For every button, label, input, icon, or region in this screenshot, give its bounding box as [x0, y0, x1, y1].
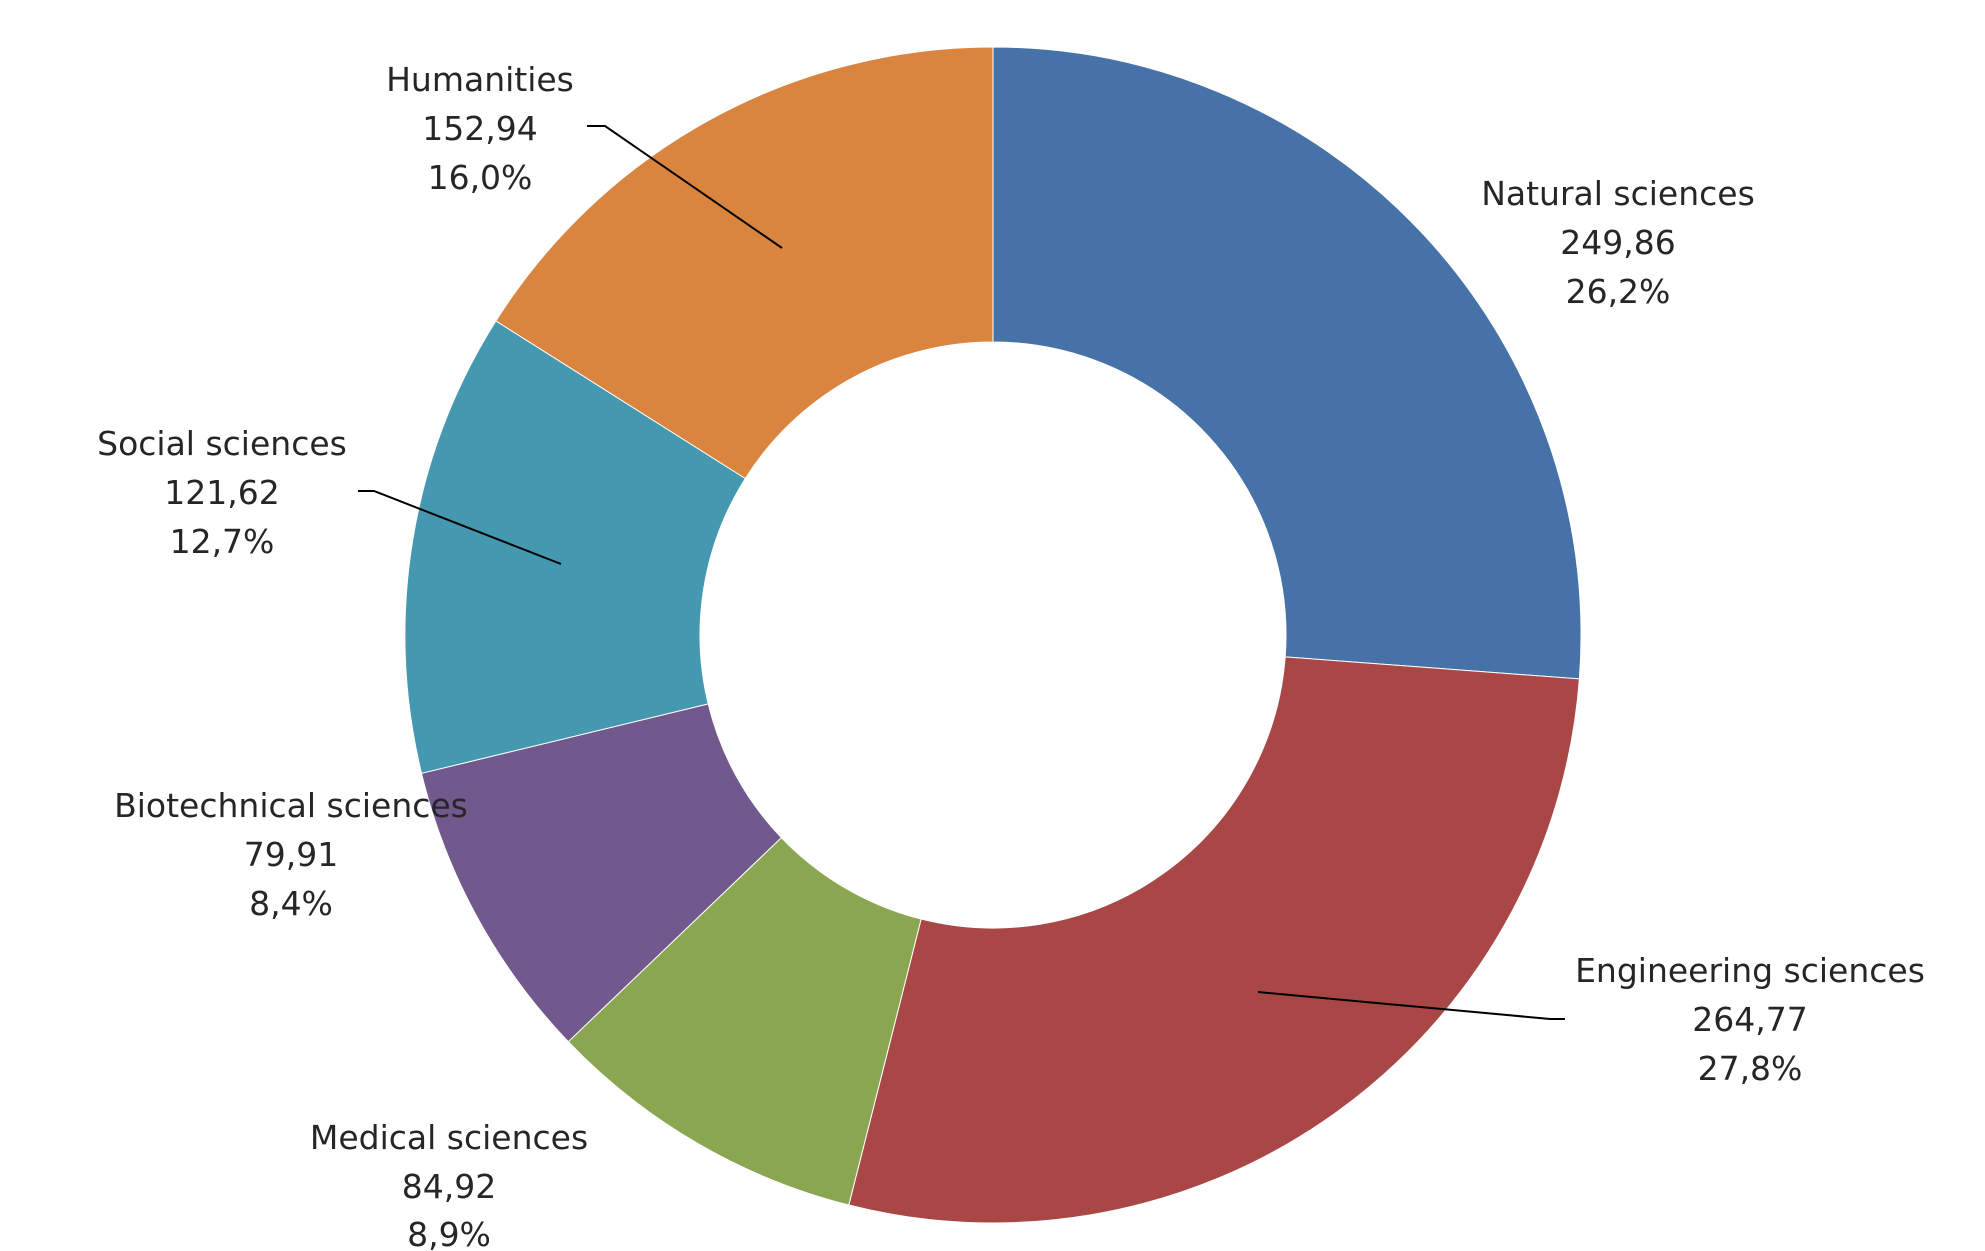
data-label-percent: 26,2% — [1566, 272, 1671, 311]
data-label-percent: 27,8% — [1698, 1049, 1803, 1088]
slice-humanities — [495, 46, 994, 480]
data-label-category: Biotechnical sciences — [114, 786, 468, 825]
slice-engineering-sciences — [848, 656, 1580, 1224]
data-label-biotechnical-sciences: Biotechnical sciences 79,91 8,4% — [114, 786, 468, 923]
data-label-natural-sciences: Natural sciences 249,86 26,2% — [1481, 174, 1755, 311]
slice-biotechnical-sciences — [420, 703, 783, 1043]
data-label-category: Medical sciences — [310, 1118, 588, 1157]
data-label-value: 152,94 — [422, 109, 537, 148]
leader-line-engineering-sciences — [1257, 991, 1565, 1020]
slice-social-sciences — [404, 320, 746, 774]
data-label-category: Engineering sciences — [1575, 951, 1925, 990]
data-label-value: 249,86 — [1560, 223, 1675, 262]
leader-lines — [358, 125, 1565, 1020]
data-label-value: 121,62 — [164, 473, 279, 512]
data-label-engineering-sciences: Engineering sciences 264,77 27,8% — [1575, 951, 1925, 1088]
data-label-percent: 16,0% — [428, 158, 533, 197]
data-label-value: 264,77 — [1692, 1000, 1807, 1039]
data-label-category: Humanities — [386, 60, 574, 99]
data-label-percent: 12,7% — [170, 522, 275, 561]
data-label-value: 84,92 — [402, 1167, 496, 1206]
data-label-category: Natural sciences — [1481, 174, 1755, 213]
leader-line-social-sciences — [358, 490, 562, 565]
slice-natural-sciences — [992, 46, 1582, 680]
data-label-category: Social sciences — [97, 424, 347, 463]
slice-medical-sciences — [567, 836, 922, 1206]
data-label-medical-sciences: Medical sciences 84,92 8,9% — [310, 1118, 588, 1251]
data-label-percent: 8,9% — [407, 1215, 491, 1251]
data-label-social-sciences: Social sciences 121,62 12,7% — [97, 424, 347, 561]
data-label-humanities: Humanities 152,94 16,0% — [386, 60, 574, 197]
donut-slices — [404, 46, 1582, 1224]
data-label-value: 79,91 — [244, 835, 338, 874]
leader-line-humanities — [587, 125, 783, 249]
data-label-percent: 8,4% — [249, 884, 333, 923]
